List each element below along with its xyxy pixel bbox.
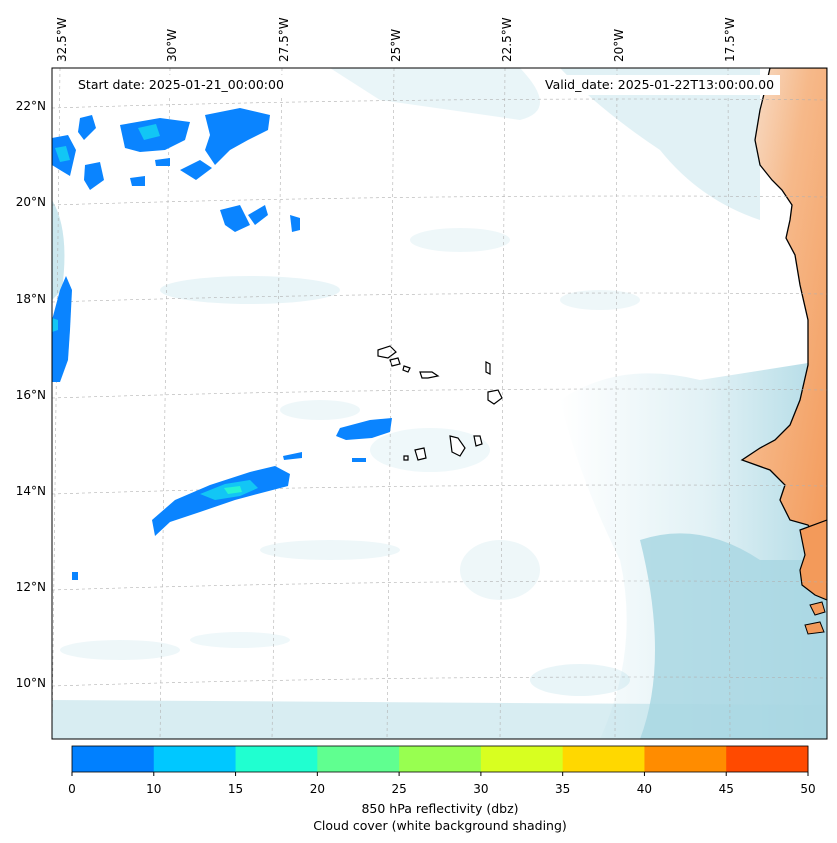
reflectivity-echoes <box>52 108 392 580</box>
lon-label-32-5w: 32.5°W <box>55 17 69 62</box>
lon-label-25w: 25°W <box>389 28 403 62</box>
colorbar-segment <box>562 746 645 772</box>
colorbar-tick-label: 45 <box>718 782 734 796</box>
cape-verde-islands <box>377 345 503 461</box>
lat-label-12n: 12°N <box>15 580 46 594</box>
land-west-africa <box>740 68 827 635</box>
colorbar-tick-label: 30 <box>473 782 489 796</box>
colorbar-frame <box>71 745 809 773</box>
colorbar-segment <box>153 746 237 772</box>
lat-label-16n: 16°N <box>15 388 46 402</box>
colorbar-segment <box>480 746 564 772</box>
colorbar-tick-label: 10 <box>146 782 162 796</box>
colorbar-segment <box>72 746 155 772</box>
start-date-label: Start date: 2025-01-21_00:00:00 <box>72 75 290 95</box>
lat-label-20n: 20°N <box>15 195 46 209</box>
cloud-cover-shading <box>52 68 827 739</box>
valid-date-label: Valid_date: 2025-01-22T13:00:00.00 <box>539 75 781 95</box>
colorbar-tick-label: 15 <box>227 782 244 796</box>
colorbar-tick-label: 25 <box>391 782 407 796</box>
colorbar-segment <box>399 746 482 772</box>
colorbar <box>71 746 809 776</box>
colorbar-tick-label: 35 <box>555 782 571 796</box>
colorbar-segment <box>235 746 318 772</box>
graticule <box>52 68 827 739</box>
colorbar-tick-label: 50 <box>800 782 816 796</box>
map-frame <box>51 67 828 740</box>
colorbar-sublabel: Cloud cover (white background shading) <box>313 818 567 833</box>
colorbar-segment <box>317 746 400 772</box>
colorbar-segment <box>644 746 727 772</box>
lon-label-30w: 30°W <box>165 28 179 62</box>
colorbar-tick-label: 40 <box>636 782 653 796</box>
colorbar-segment <box>726 746 809 772</box>
lon-label-22-5w: 22.5°W <box>500 17 514 62</box>
lat-label-22n: 22°N <box>15 99 46 113</box>
lon-label-27-5w: 27.5°W <box>277 17 291 62</box>
colorbar-label: 850 hPa reflectivity (dbz) <box>361 801 519 816</box>
colorbar-tick-label: 0 <box>68 782 76 796</box>
map-area <box>52 68 827 739</box>
lon-label-17-5w: 17.5°W <box>723 17 737 62</box>
lon-label-20w: 20°W <box>612 28 626 62</box>
colorbar-tick-label: 20 <box>309 782 325 796</box>
lat-label-18n: 18°N <box>15 292 46 306</box>
lat-label-10n: 10°N <box>15 676 46 690</box>
lat-label-14n: 14°N <box>15 484 46 498</box>
